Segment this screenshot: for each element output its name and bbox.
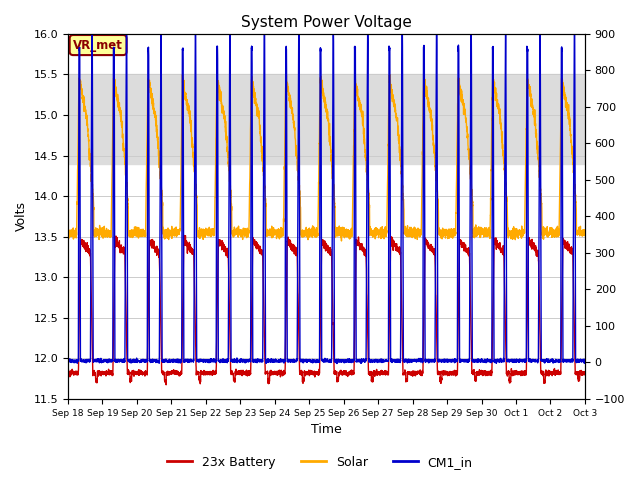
23x Battery [534,250,541,256]
X-axis label: Time: Time [311,423,342,436]
Text: VR_met: VR_met [73,38,123,51]
Solar [64,231,72,237]
Title: System Power Voltage: System Power Voltage [241,15,412,30]
CM1_in [581,357,589,363]
23x Battery [64,370,72,375]
Y-axis label: Volts: Volts [15,202,28,231]
Solar [388,87,396,93]
Solar [554,231,561,237]
Solar [338,238,346,244]
Line: CM1_in: CM1_in [68,34,585,363]
23x Battery [531,245,539,251]
CM1_in [333,360,341,366]
23x Battery [163,382,170,388]
Solar [262,204,270,209]
CM1_in [88,31,96,37]
Solar [126,230,134,236]
Legend: 23x Battery, Solar, CM1_in: 23x Battery, Solar, CM1_in [163,451,477,474]
23x Battery [180,232,188,238]
23x Battery [126,370,134,376]
Solar [534,138,541,144]
CM1_in [262,360,270,366]
23x Battery [388,240,396,246]
Solar [351,71,359,76]
CM1_in [388,357,396,362]
CM1_in [531,358,539,364]
23x Battery [554,371,561,376]
CM1_in [126,358,134,364]
Solar [581,228,589,233]
Solar [531,120,539,126]
23x Battery [262,370,270,375]
Line: Solar: Solar [68,73,585,241]
Line: 23x Battery: 23x Battery [68,235,585,385]
Bar [68,74,585,164]
23x Battery [581,369,589,375]
CM1_in [64,358,72,363]
CM1_in [554,358,561,364]
CM1_in [534,358,541,363]
